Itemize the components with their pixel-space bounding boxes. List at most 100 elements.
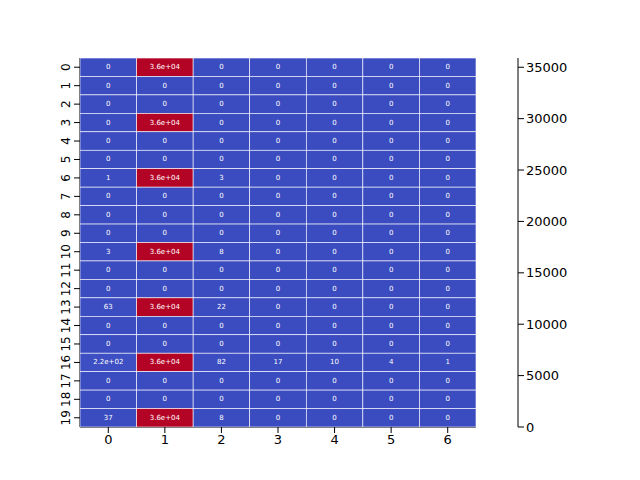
svg-text:13: 13 — [59, 299, 73, 314]
svg-text:4: 4 — [59, 137, 73, 145]
svg-text:0: 0 — [163, 155, 167, 163]
svg-text:3: 3 — [274, 432, 282, 447]
svg-text:0: 0 — [219, 322, 223, 330]
svg-text:0: 0 — [445, 100, 449, 108]
svg-text:0: 0 — [389, 211, 393, 219]
svg-text:0: 0 — [445, 377, 449, 385]
svg-text:2: 2 — [59, 100, 73, 108]
svg-text:8: 8 — [59, 211, 73, 219]
svg-text:0: 0 — [276, 377, 280, 385]
svg-text:0: 0 — [332, 174, 336, 182]
svg-text:0: 0 — [526, 420, 534, 435]
svg-text:0: 0 — [276, 100, 280, 108]
svg-text:10000: 10000 — [526, 317, 567, 332]
svg-text:0: 0 — [163, 211, 167, 219]
svg-text:82: 82 — [217, 358, 226, 366]
svg-text:0: 0 — [163, 137, 167, 145]
svg-text:0: 0 — [219, 266, 223, 274]
svg-text:0: 0 — [276, 266, 280, 274]
svg-text:0: 0 — [276, 192, 280, 200]
svg-text:7: 7 — [59, 193, 73, 201]
svg-text:5: 5 — [387, 432, 395, 447]
svg-text:0: 0 — [106, 119, 110, 127]
svg-text:0: 0 — [219, 82, 223, 90]
svg-text:3.6e+04: 3.6e+04 — [150, 174, 181, 182]
svg-text:0: 0 — [276, 137, 280, 145]
svg-text:15000: 15000 — [526, 265, 567, 280]
svg-text:0: 0 — [445, 322, 449, 330]
svg-text:0: 0 — [332, 377, 336, 385]
svg-text:0: 0 — [445, 137, 449, 145]
svg-text:0: 0 — [389, 303, 393, 311]
svg-text:0: 0 — [219, 100, 223, 108]
svg-text:0: 0 — [332, 266, 336, 274]
svg-text:25000: 25000 — [526, 163, 567, 178]
svg-text:10: 10 — [59, 244, 73, 259]
svg-text:0: 0 — [445, 414, 449, 422]
svg-text:0: 0 — [276, 322, 280, 330]
svg-text:22: 22 — [217, 303, 226, 311]
svg-text:3.6e+04: 3.6e+04 — [150, 303, 181, 311]
svg-text:0: 0 — [106, 266, 110, 274]
svg-text:0: 0 — [219, 285, 223, 293]
svg-text:0: 0 — [106, 137, 110, 145]
svg-text:0: 0 — [106, 395, 110, 403]
svg-text:0: 0 — [276, 63, 280, 71]
svg-text:0: 0 — [106, 340, 110, 348]
svg-text:3.6e+04: 3.6e+04 — [150, 63, 181, 71]
svg-text:0: 0 — [332, 119, 336, 127]
svg-text:0: 0 — [163, 100, 167, 108]
svg-text:0: 0 — [163, 322, 167, 330]
svg-text:0: 0 — [219, 211, 223, 219]
svg-text:0: 0 — [332, 303, 336, 311]
svg-text:0: 0 — [332, 340, 336, 348]
svg-text:0: 0 — [219, 155, 223, 163]
svg-text:0: 0 — [389, 174, 393, 182]
svg-text:0: 0 — [219, 192, 223, 200]
svg-text:0: 0 — [276, 285, 280, 293]
svg-text:0: 0 — [104, 432, 112, 447]
svg-text:0: 0 — [389, 340, 393, 348]
svg-text:6: 6 — [59, 174, 73, 182]
svg-text:10: 10 — [330, 358, 339, 366]
svg-text:0: 0 — [106, 192, 110, 200]
svg-text:1: 1 — [445, 358, 449, 366]
svg-text:0: 0 — [389, 377, 393, 385]
svg-text:0: 0 — [163, 266, 167, 274]
svg-text:0: 0 — [163, 192, 167, 200]
svg-text:0: 0 — [389, 395, 393, 403]
svg-text:16: 16 — [59, 355, 73, 370]
svg-text:0: 0 — [389, 82, 393, 90]
svg-text:0: 0 — [276, 303, 280, 311]
svg-text:3.6e+04: 3.6e+04 — [150, 414, 181, 422]
svg-text:0: 0 — [163, 285, 167, 293]
svg-text:0: 0 — [332, 395, 336, 403]
svg-text:1: 1 — [106, 174, 110, 182]
svg-text:0: 0 — [389, 285, 393, 293]
svg-text:0: 0 — [219, 63, 223, 71]
svg-text:6: 6 — [444, 432, 452, 447]
svg-text:0: 0 — [332, 63, 336, 71]
svg-text:0: 0 — [163, 377, 167, 385]
svg-text:0: 0 — [276, 395, 280, 403]
svg-text:0: 0 — [219, 377, 223, 385]
svg-text:0: 0 — [332, 322, 336, 330]
svg-text:0: 0 — [219, 119, 223, 127]
svg-text:9: 9 — [59, 229, 73, 237]
svg-text:11: 11 — [59, 263, 73, 278]
svg-text:63: 63 — [104, 303, 113, 311]
svg-text:3: 3 — [106, 248, 110, 256]
svg-text:1: 1 — [161, 432, 169, 447]
svg-text:0: 0 — [445, 82, 449, 90]
svg-text:0: 0 — [332, 285, 336, 293]
svg-text:5000: 5000 — [526, 368, 559, 383]
svg-text:0: 0 — [445, 340, 449, 348]
svg-text:0: 0 — [332, 82, 336, 90]
svg-text:0: 0 — [332, 229, 336, 237]
svg-text:0: 0 — [163, 395, 167, 403]
svg-text:0: 0 — [276, 119, 280, 127]
svg-text:0: 0 — [219, 137, 223, 145]
svg-text:0: 0 — [219, 395, 223, 403]
svg-text:0: 0 — [445, 174, 449, 182]
svg-text:5: 5 — [59, 156, 73, 164]
